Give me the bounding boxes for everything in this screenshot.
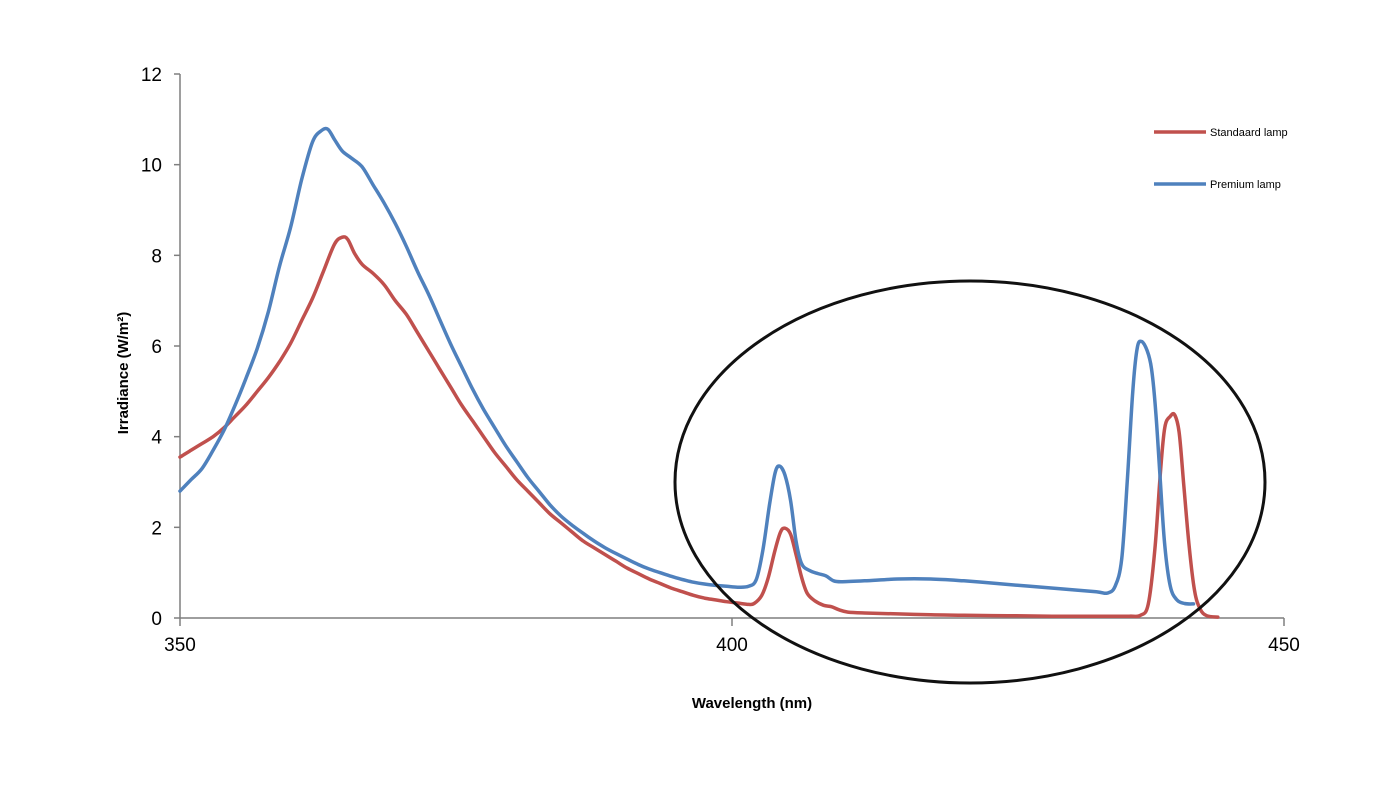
x-tick-label: 400 bbox=[716, 635, 748, 656]
y-axis-title: Irradiance (W/m²) bbox=[115, 312, 132, 435]
legend-label-premium-lamp: Premium lamp bbox=[1210, 179, 1281, 191]
series-line-standaard-lamp bbox=[178, 235, 1220, 619]
legend-label-standaard-lamp: Standaard lamp bbox=[1210, 127, 1288, 139]
x-tick-label: 350 bbox=[164, 635, 196, 656]
series-layer bbox=[178, 126, 1220, 619]
y-tick-label: 2 bbox=[151, 518, 162, 539]
x-tick-label: 450 bbox=[1268, 635, 1300, 656]
y-tick-label: 8 bbox=[151, 246, 162, 267]
series-line-premium-lamp bbox=[178, 126, 1196, 606]
y-tick-label: 6 bbox=[151, 337, 162, 358]
x-axis-title: Wavelength (nm) bbox=[692, 695, 812, 712]
axes: 0 2 4 6 8 10 12 350 400 450 bbox=[141, 65, 1300, 656]
y-tick-label: 4 bbox=[151, 428, 162, 449]
legend: Standaard lamp Premium lamp bbox=[1154, 127, 1288, 191]
highlight-ellipse bbox=[673, 279, 1267, 685]
y-tick-label: 12 bbox=[141, 65, 162, 86]
y-tick-label: 10 bbox=[141, 156, 162, 177]
y-tick-label: 0 bbox=[151, 609, 162, 630]
